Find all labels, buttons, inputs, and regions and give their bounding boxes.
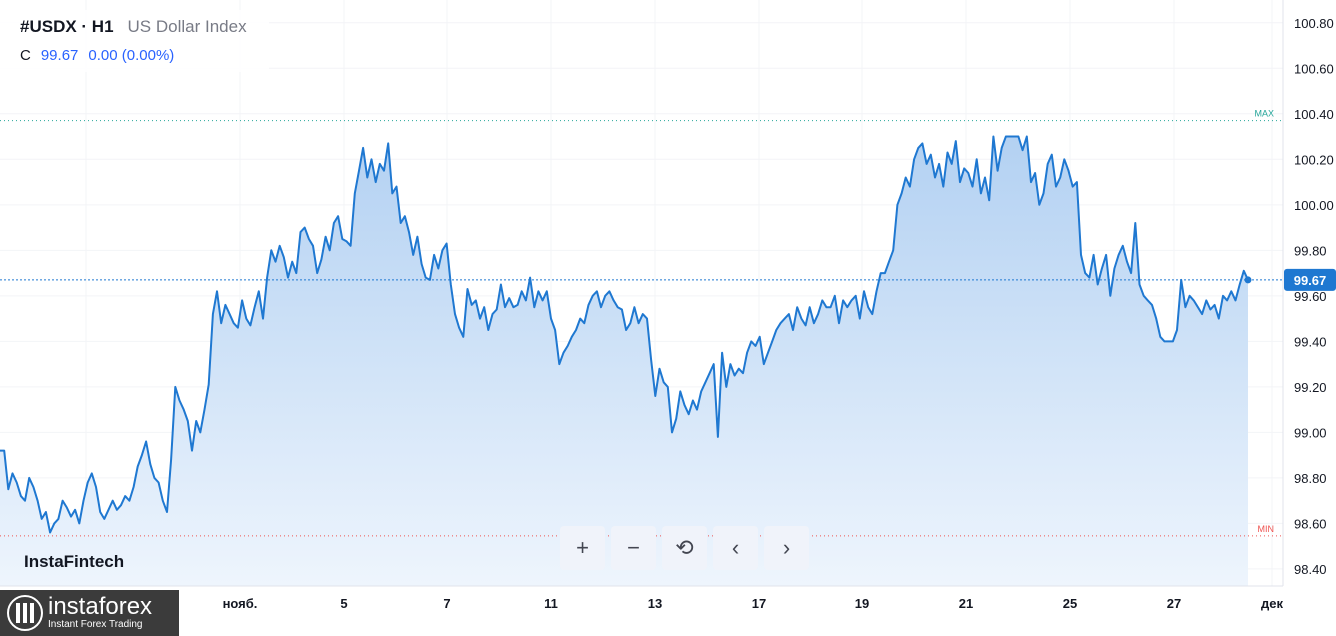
x-tick-label: 17: [752, 596, 766, 611]
scroll-left-button[interactable]: ‹: [713, 526, 758, 570]
y-tick-label: 99.60: [1294, 289, 1327, 304]
y-tick-label: 98.40: [1294, 562, 1327, 577]
x-tick-label: 27: [1167, 596, 1181, 611]
symbol-label: #USDX · H1: [20, 17, 114, 36]
change-value: 0.00 (0.00%): [88, 47, 175, 64]
close-label: C: [20, 47, 31, 64]
symbol-description: US Dollar Index: [127, 17, 247, 36]
x-tick-label: дек: [1261, 596, 1283, 611]
y-tick-label: 99.80: [1294, 243, 1327, 258]
close-value: 99.67: [40, 47, 79, 64]
price-line: [0, 135, 1249, 534]
chart-controls: + − ⟲ ‹ ›: [560, 526, 809, 570]
y-tick-label: 99.20: [1294, 380, 1327, 395]
y-tick-label: 99.00: [1294, 425, 1327, 440]
reset-button[interactable]: ⟲: [662, 526, 707, 570]
last-price-value: 99.67: [1294, 273, 1327, 288]
y-tick-label: 100.00: [1294, 198, 1334, 213]
price-area: [0, 136, 1248, 586]
y-tick-label: 100.20: [1294, 152, 1334, 167]
x-tick-label: 5: [340, 596, 347, 611]
x-tick-label: 25: [1063, 596, 1077, 611]
brand-tagline: Instant Forex Trading: [48, 619, 143, 630]
zoom-in-button[interactable]: +: [560, 526, 605, 570]
x-tick-label: 13: [648, 596, 662, 611]
chart-legend: #USDX · H1 US Dollar Index C 99.67 0.00 (0.…: [0, 10, 269, 72]
instaforex-logo: instaforex Instant Forex Trading: [0, 590, 179, 636]
x-tick-label: 7: [443, 596, 450, 611]
max-label: MAX: [1254, 109, 1274, 119]
last-price-badge: 99.67: [1284, 268, 1336, 291]
y-tick-label: 98.80: [1294, 471, 1327, 486]
y-tick-label: 100.80: [1294, 16, 1334, 31]
scroll-right-button[interactable]: ›: [764, 526, 809, 570]
brand-name: instaforex: [48, 593, 153, 620]
zoom-out-button[interactable]: −: [611, 526, 656, 570]
last-price-dot: [1244, 276, 1252, 284]
watermark: InstaFintech: [24, 552, 125, 571]
y-tick-label: 100.40: [1294, 107, 1334, 122]
x-tick-label: 21: [959, 596, 973, 611]
x-tick-label: 19: [855, 596, 869, 611]
price-axis: 98.40 98.60 98.80 99.00 99.20 99.40 99.60 99.80…: [1294, 16, 1334, 577]
min-label: MIN: [1258, 524, 1275, 534]
y-tick-label: 99.40: [1294, 334, 1327, 349]
x-tick-label: 11: [544, 596, 558, 611]
y-tick-label: 100.60: [1294, 61, 1334, 76]
y-tick-label: 98.60: [1294, 516, 1327, 531]
instaforex-emblem-icon: [7, 595, 43, 631]
x-tick-label: нояб.: [223, 596, 258, 611]
